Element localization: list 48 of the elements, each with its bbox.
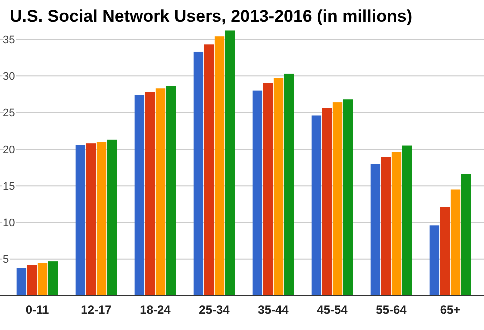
y-tick-label: 15 — [3, 180, 16, 193]
y-tick-label: 5 — [3, 254, 10, 266]
x-tick-label: 55-64 — [376, 303, 408, 317]
bar — [166, 86, 176, 296]
y-tick-label: 25 — [3, 108, 16, 120]
bar — [145, 92, 156, 296]
bar — [214, 36, 225, 296]
bar — [284, 74, 294, 296]
bar — [392, 152, 402, 296]
x-tick-label: 12-17 — [81, 303, 112, 317]
bar — [343, 100, 354, 296]
bar — [86, 144, 96, 296]
bar — [107, 140, 118, 296]
x-tick-label: 18-24 — [140, 303, 172, 317]
bar — [263, 83, 274, 296]
bar — [332, 102, 343, 296]
bar — [27, 265, 38, 296]
x-tick-label: 65+ — [440, 303, 461, 317]
bar — [96, 142, 107, 296]
bar — [381, 158, 392, 296]
y-tick-label: 30 — [3, 71, 16, 84]
bar — [322, 108, 332, 296]
chart-title: U.S. Social Network Users, 2013-2016 (in millions) — [10, 7, 412, 26]
bar — [194, 52, 204, 296]
bar — [370, 164, 381, 296]
x-tick-label: 45-54 — [317, 303, 348, 317]
bar — [274, 78, 284, 296]
bar — [38, 263, 48, 296]
bar — [440, 207, 450, 296]
x-tick-label: 25-34 — [199, 303, 230, 317]
bar — [204, 44, 214, 296]
bar — [76, 145, 86, 296]
bar — [402, 146, 412, 296]
x-tick-label: 35-44 — [258, 303, 290, 317]
bar — [16, 268, 27, 296]
y-tick-label: 20 — [3, 144, 16, 156]
bar — [48, 262, 58, 296]
bar — [461, 174, 472, 296]
bar — [252, 90, 263, 296]
bar — [430, 226, 440, 296]
bar — [134, 95, 145, 296]
bar — [312, 116, 322, 296]
bar — [225, 30, 236, 296]
y-tick-label: 35 — [3, 34, 16, 46]
x-tick-label: 0-11 — [26, 303, 50, 317]
y-tick-label: 10 — [3, 218, 16, 230]
bar — [450, 190, 461, 296]
bar — [156, 88, 166, 296]
